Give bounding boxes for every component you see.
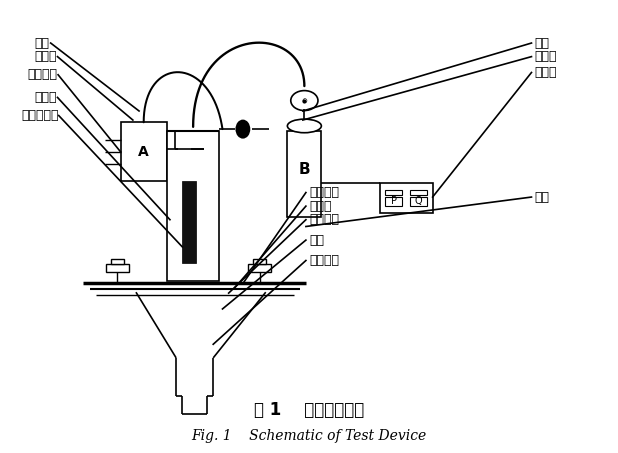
Text: 水阀: 水阀: [34, 37, 49, 49]
Text: A: A: [138, 145, 149, 159]
Bar: [380, 183, 433, 213]
Bar: [121, 122, 167, 181]
Text: 气泵: 气泵: [535, 191, 549, 203]
Text: 底板: 底板: [309, 234, 324, 246]
Text: B: B: [298, 162, 310, 178]
Bar: [111, 259, 124, 264]
Text: 固定螺杆: 固定螺杆: [309, 186, 339, 199]
Text: 出水口: 出水口: [309, 200, 331, 212]
Ellipse shape: [177, 140, 191, 158]
Text: 流量计: 流量计: [34, 50, 56, 63]
Text: 注水管: 注水管: [34, 91, 56, 104]
Text: Fig. 1    Schematic of Test Device: Fig. 1 Schematic of Test Device: [192, 429, 426, 443]
Text: 显示屏: 显示屏: [535, 66, 557, 79]
Text: P: P: [391, 197, 397, 207]
Text: Q: Q: [415, 197, 422, 207]
Ellipse shape: [287, 119, 321, 133]
Text: 集水漏斗: 集水漏斗: [309, 254, 339, 267]
Bar: [410, 190, 427, 195]
Bar: [287, 131, 321, 217]
Bar: [182, 181, 196, 263]
Bar: [410, 198, 427, 206]
Text: 图 1    试验装置示意: 图 1 试验装置示意: [254, 401, 364, 419]
Bar: [248, 264, 271, 272]
Text: 密闭水箱: 密闭水箱: [28, 68, 58, 81]
Text: 气压传感器: 气压传感器: [22, 109, 59, 122]
Text: 橡胶垫圈: 橡胶垫圈: [309, 213, 339, 226]
Bar: [253, 259, 266, 264]
Text: 进气管: 进气管: [535, 50, 557, 63]
Bar: [385, 190, 402, 195]
Text: 气阀: 气阀: [535, 37, 549, 49]
Bar: [385, 198, 402, 206]
Text: ⊙: ⊙: [302, 97, 307, 104]
Bar: [106, 264, 129, 272]
Bar: [167, 131, 219, 281]
Ellipse shape: [235, 120, 250, 139]
